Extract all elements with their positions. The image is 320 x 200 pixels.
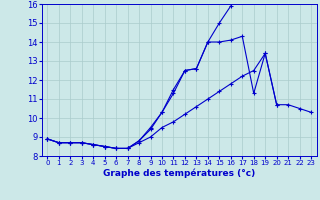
X-axis label: Graphe des températures (°c): Graphe des températures (°c) xyxy=(103,169,255,178)
